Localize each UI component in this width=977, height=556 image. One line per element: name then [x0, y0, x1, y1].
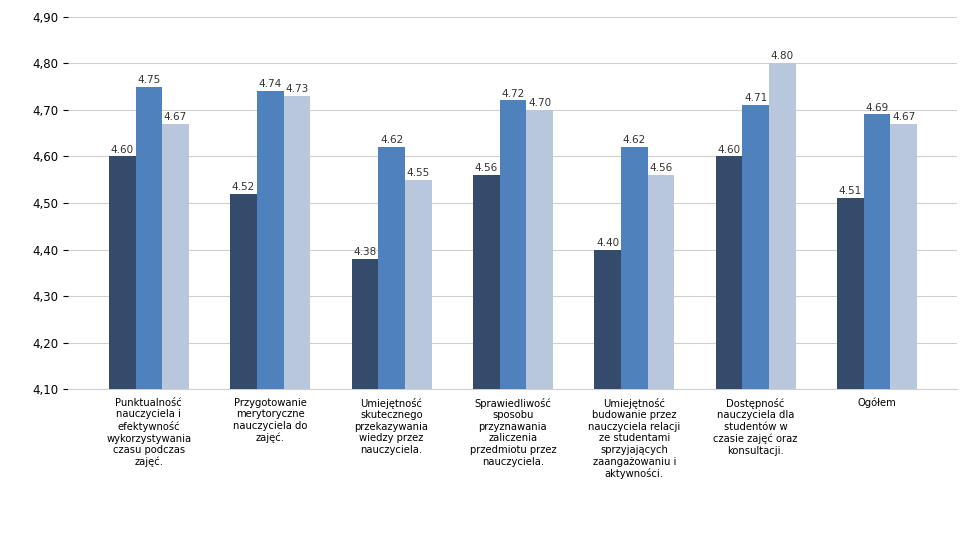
- Text: 4.51: 4.51: [838, 186, 862, 196]
- Bar: [837, 198, 864, 556]
- Bar: [743, 105, 769, 556]
- Bar: [621, 147, 648, 556]
- Bar: [864, 115, 890, 556]
- Bar: [257, 91, 283, 556]
- Bar: [769, 63, 795, 556]
- Bar: [499, 101, 527, 556]
- Bar: [473, 175, 499, 556]
- Bar: [404, 180, 432, 556]
- Text: 4.62: 4.62: [622, 135, 646, 145]
- Text: 4.69: 4.69: [866, 103, 889, 113]
- Bar: [352, 259, 378, 556]
- Bar: [648, 175, 674, 556]
- Text: 4.56: 4.56: [475, 163, 498, 173]
- Bar: [162, 124, 189, 556]
- Text: 4.55: 4.55: [406, 168, 430, 178]
- Bar: [527, 110, 553, 556]
- Text: 4.73: 4.73: [285, 84, 309, 94]
- Bar: [594, 250, 621, 556]
- Bar: [231, 193, 257, 556]
- Bar: [136, 87, 162, 556]
- Bar: [108, 156, 136, 556]
- Text: 4.80: 4.80: [771, 51, 794, 61]
- Text: 4.60: 4.60: [717, 145, 741, 155]
- Bar: [378, 147, 404, 556]
- Text: 4.74: 4.74: [259, 80, 281, 90]
- Text: 4.67: 4.67: [164, 112, 188, 122]
- Text: 4.72: 4.72: [501, 88, 525, 98]
- Text: 4.56: 4.56: [650, 163, 672, 173]
- Text: 4.71: 4.71: [744, 93, 767, 103]
- Text: 4.60: 4.60: [110, 145, 134, 155]
- Text: 4.70: 4.70: [528, 98, 551, 108]
- Text: 4.40: 4.40: [596, 237, 619, 247]
- Text: 4.62: 4.62: [380, 135, 404, 145]
- Text: 4.38: 4.38: [354, 247, 376, 257]
- Text: 4.52: 4.52: [232, 182, 255, 192]
- Text: 4.75: 4.75: [137, 75, 160, 85]
- Bar: [890, 124, 917, 556]
- Text: 4.67: 4.67: [892, 112, 915, 122]
- Bar: [715, 156, 743, 556]
- Bar: [283, 96, 311, 556]
